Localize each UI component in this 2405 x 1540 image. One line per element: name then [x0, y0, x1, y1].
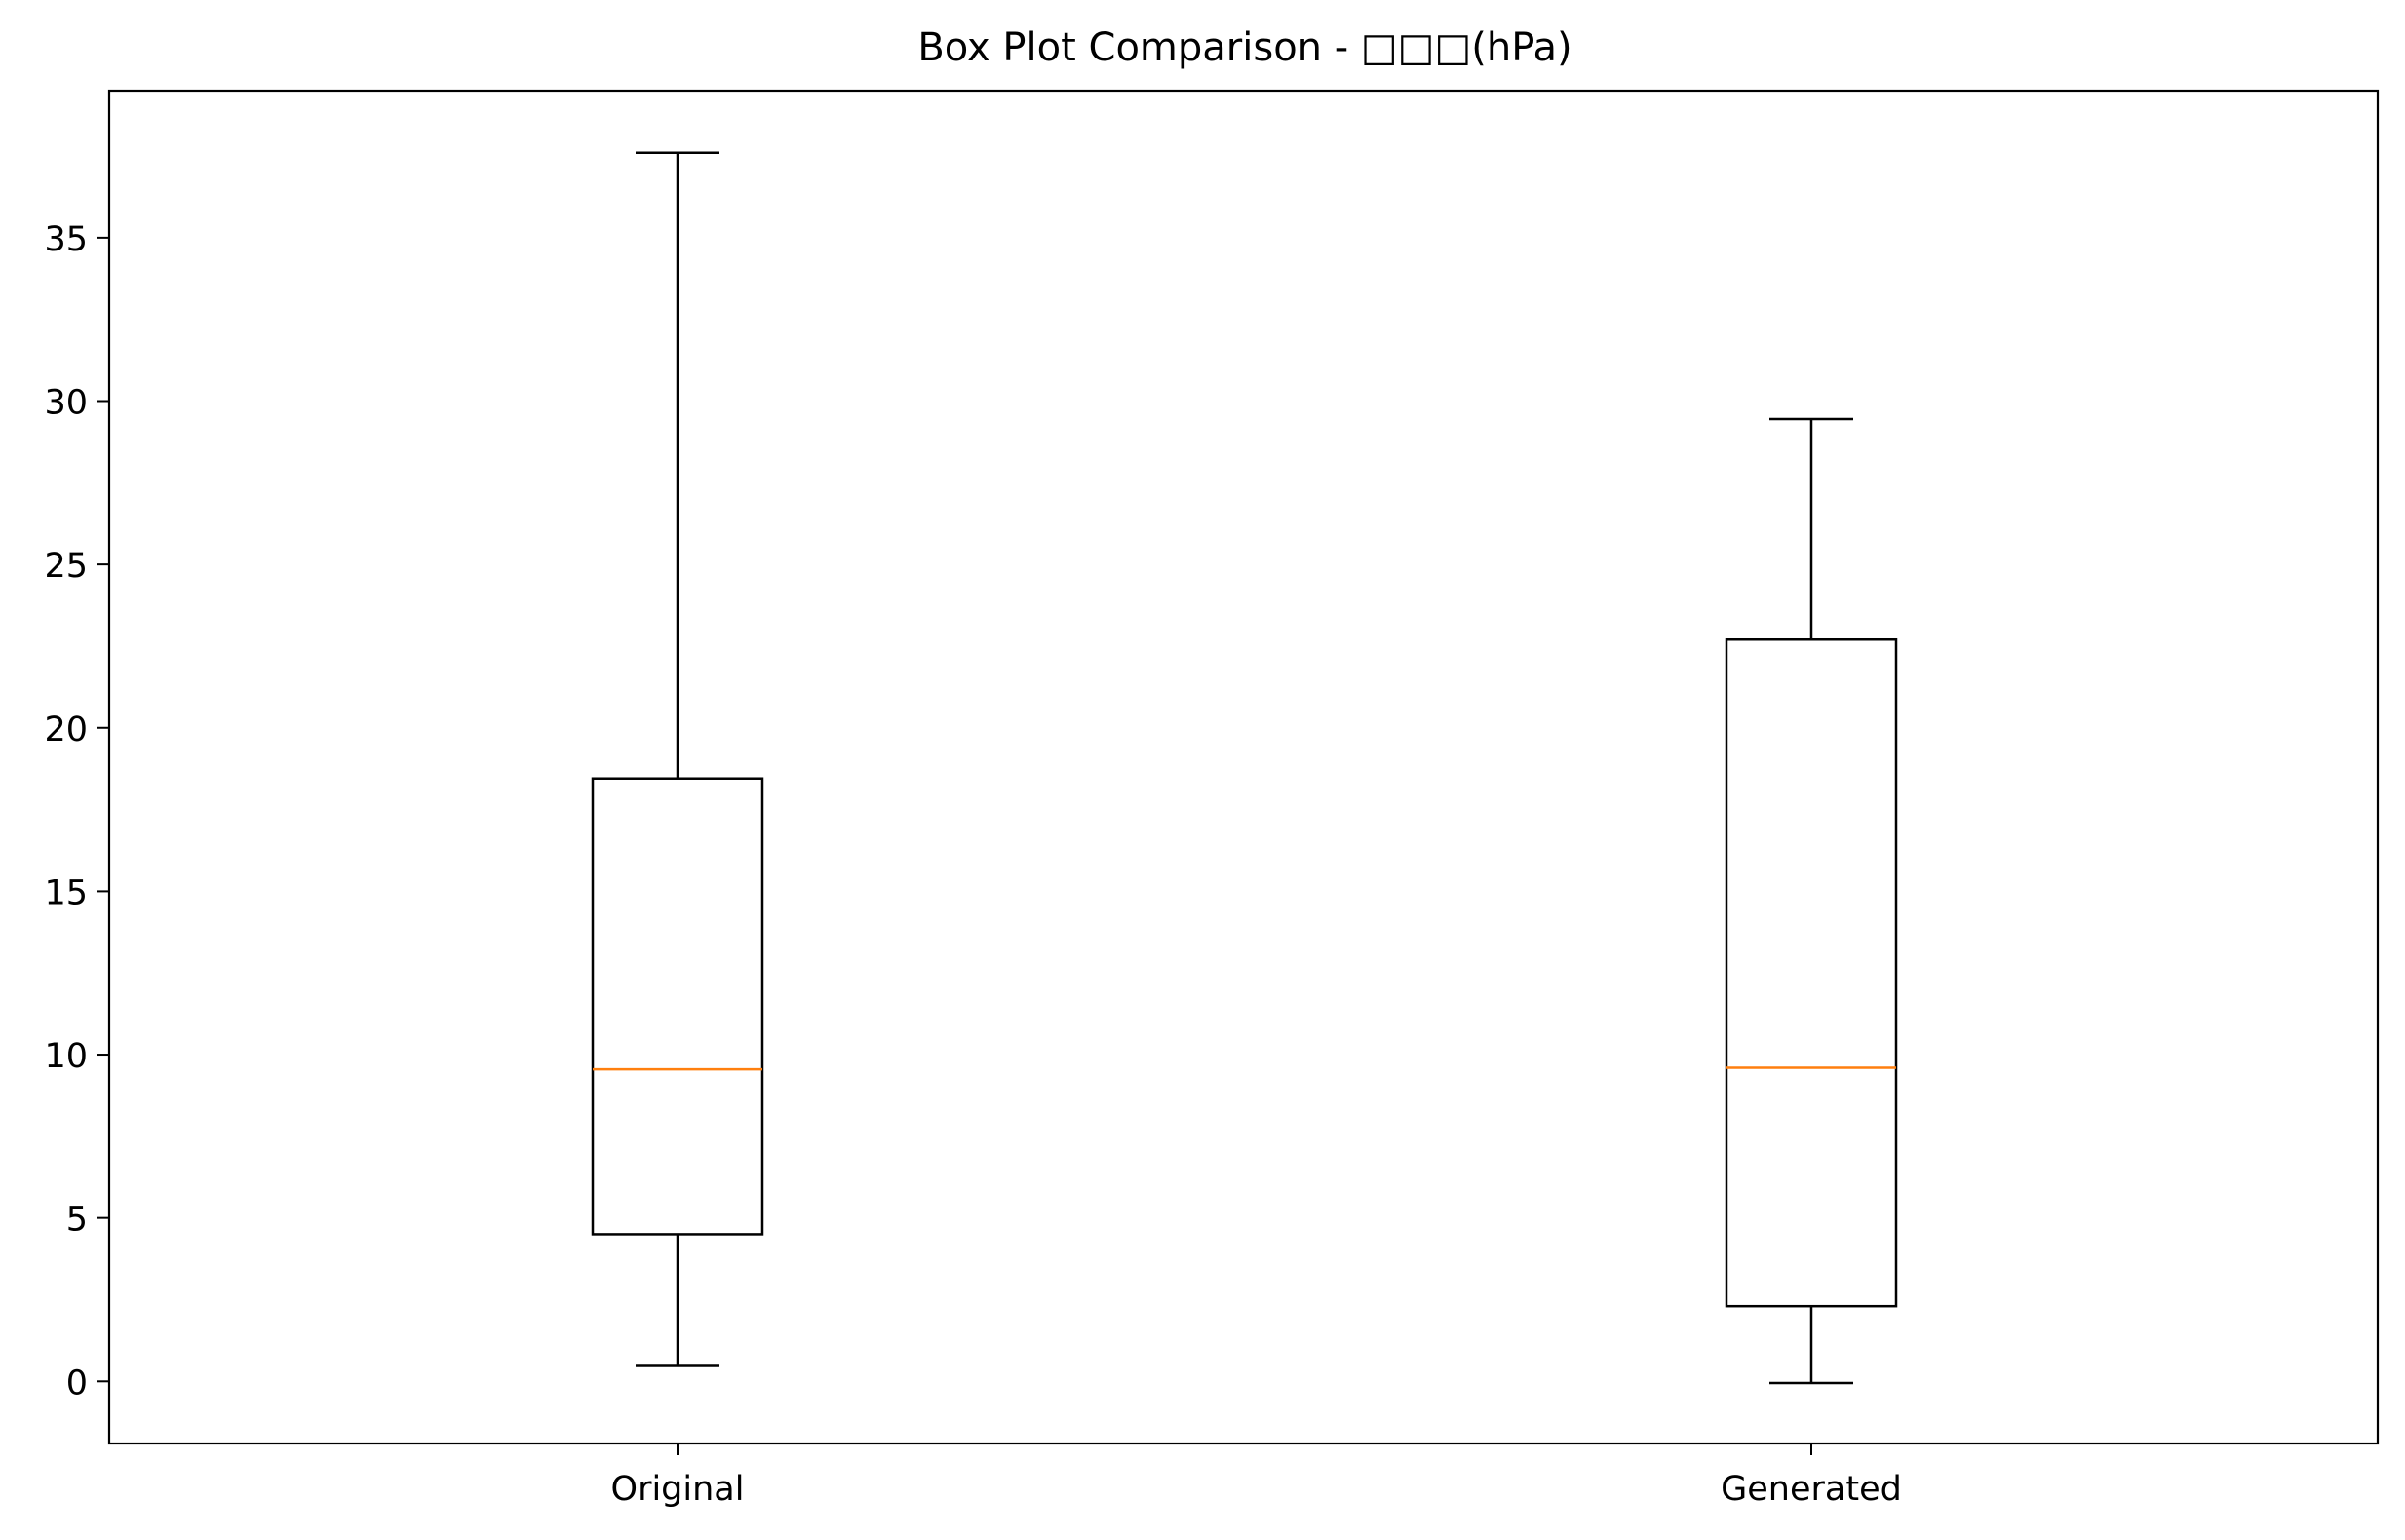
y-tick-label: 0: [66, 1364, 88, 1403]
y-axis: 0 5 10 15 20 25 30 35: [44, 220, 109, 1403]
x-tick-label: Generated: [1721, 1470, 1902, 1509]
original-iqr-box: [591, 777, 764, 1236]
y-tick-label: 5: [66, 1201, 88, 1240]
y-tick-label: 10: [44, 1037, 88, 1076]
generated-iqr-box: [1725, 637, 1898, 1308]
y-tick-label: 15: [44, 873, 88, 912]
x-axis: Original Generated: [611, 1444, 1902, 1509]
plot-area-frame: [107, 89, 2380, 1445]
y-tick-label: 30: [44, 384, 88, 423]
x-tick-label: Original: [611, 1470, 745, 1509]
y-tick-label: 20: [44, 711, 88, 750]
box-series: [591, 151, 1898, 1385]
chart-title: Box Plot Comparison - □□□(hPa): [917, 25, 1571, 70]
y-tick-label: 35: [44, 220, 88, 259]
y-tick-label: 25: [44, 547, 88, 586]
